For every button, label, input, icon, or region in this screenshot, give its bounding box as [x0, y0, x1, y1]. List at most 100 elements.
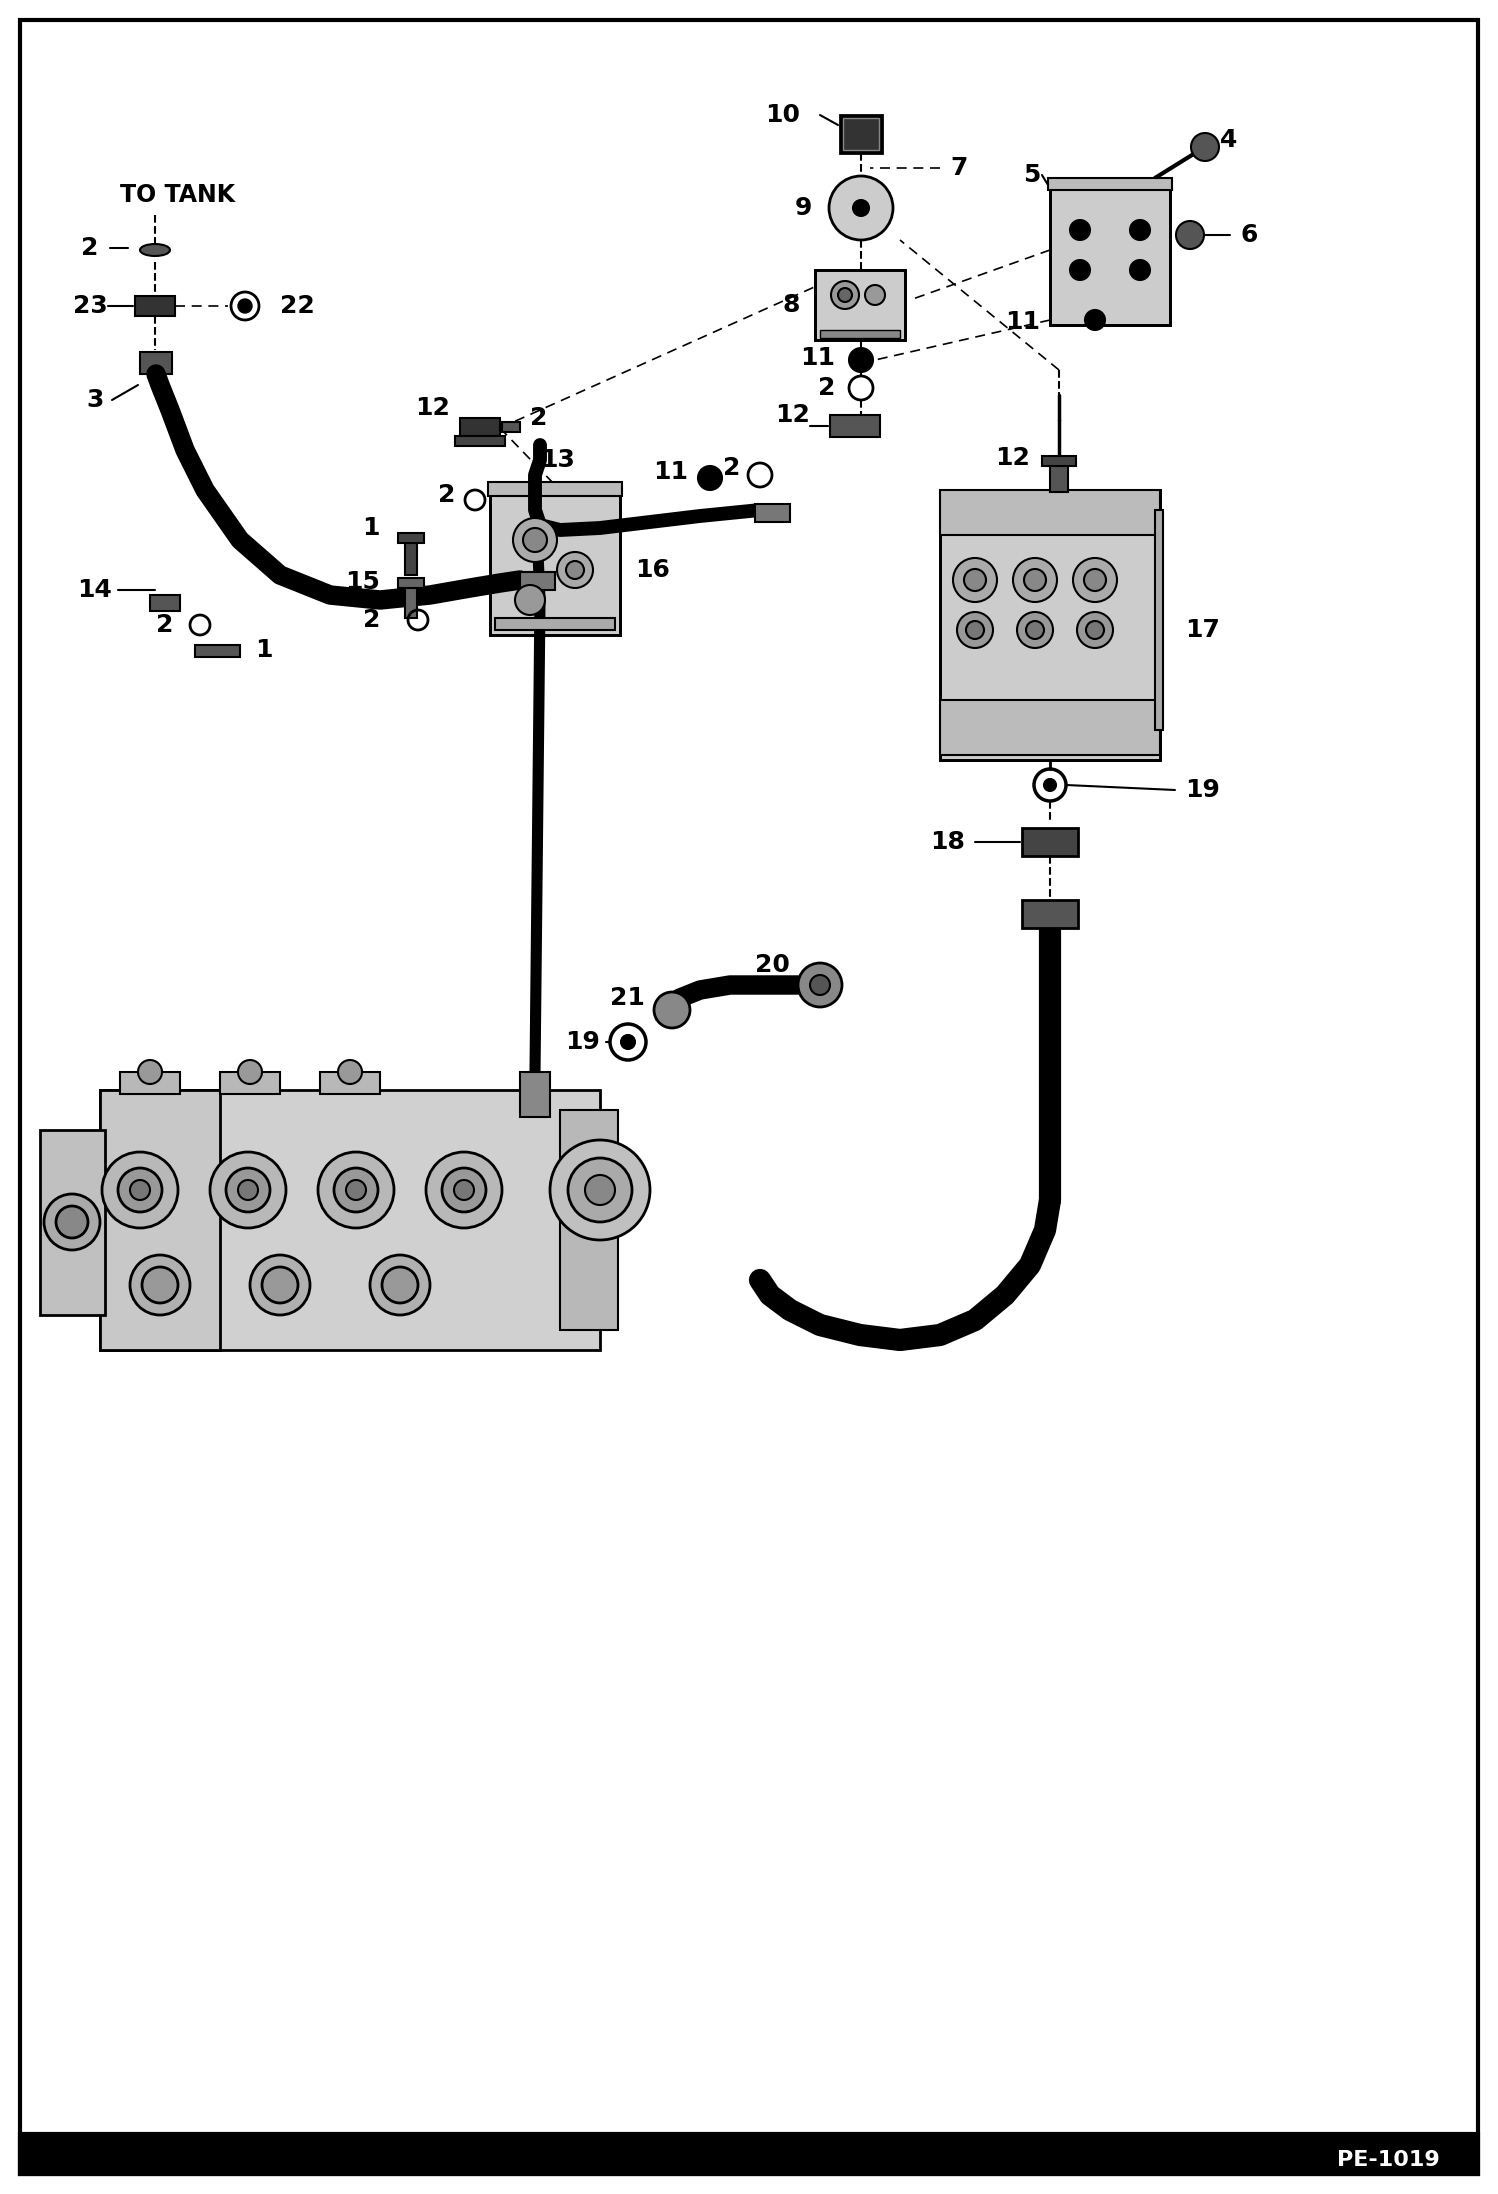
Text: 2: 2: [722, 456, 740, 480]
Circle shape: [568, 1158, 632, 1222]
Text: 12: 12: [774, 404, 810, 428]
Text: 4: 4: [1219, 127, 1237, 151]
Circle shape: [1013, 557, 1058, 601]
Circle shape: [442, 1167, 485, 1211]
Text: 2: 2: [156, 612, 174, 636]
Text: 6: 6: [1240, 224, 1257, 248]
Bar: [460, 419, 500, 437]
Circle shape: [346, 1180, 366, 1200]
Bar: [490, 489, 620, 634]
Circle shape: [238, 1060, 262, 1084]
Text: 2: 2: [818, 375, 834, 399]
Bar: [1022, 827, 1079, 856]
Text: TO TANK: TO TANK: [120, 182, 235, 206]
Text: 15: 15: [345, 570, 380, 595]
Text: 11: 11: [1005, 309, 1040, 333]
Circle shape: [226, 1167, 270, 1211]
Bar: [488, 483, 622, 496]
Circle shape: [425, 1152, 502, 1229]
Circle shape: [1086, 621, 1104, 638]
Bar: [815, 270, 905, 340]
Circle shape: [1070, 219, 1091, 239]
Bar: [1043, 456, 1076, 465]
Bar: [941, 489, 1159, 535]
Circle shape: [1191, 134, 1219, 160]
Bar: [941, 489, 1159, 759]
Bar: [520, 1073, 550, 1117]
Bar: [502, 421, 520, 432]
Circle shape: [1026, 621, 1044, 638]
Text: 12: 12: [415, 395, 449, 419]
Text: 13: 13: [539, 448, 575, 472]
Circle shape: [454, 1180, 473, 1200]
Bar: [843, 118, 879, 149]
Bar: [195, 645, 240, 656]
Bar: [819, 329, 900, 338]
Circle shape: [142, 1266, 178, 1303]
Circle shape: [238, 1180, 258, 1200]
Circle shape: [586, 1176, 616, 1205]
Bar: [120, 1073, 180, 1095]
Circle shape: [828, 176, 893, 239]
Circle shape: [550, 1141, 650, 1240]
Circle shape: [102, 1152, 178, 1229]
Circle shape: [334, 1167, 377, 1211]
Circle shape: [339, 1060, 363, 1084]
Circle shape: [262, 1266, 298, 1303]
Text: 17: 17: [1185, 619, 1219, 643]
Text: 7: 7: [950, 156, 968, 180]
Circle shape: [655, 992, 691, 1029]
Text: 22: 22: [280, 294, 315, 318]
Text: 16: 16: [635, 557, 670, 581]
Circle shape: [118, 1167, 162, 1211]
Bar: [150, 595, 180, 610]
Bar: [1022, 900, 1079, 928]
Circle shape: [515, 586, 545, 614]
Text: 2: 2: [363, 608, 380, 632]
Text: 19: 19: [565, 1029, 601, 1053]
Bar: [321, 1073, 380, 1095]
Circle shape: [566, 562, 584, 579]
Text: 8: 8: [782, 294, 800, 316]
Text: 20: 20: [755, 952, 789, 976]
Bar: [1050, 184, 1170, 325]
Circle shape: [810, 974, 830, 996]
Circle shape: [953, 557, 998, 601]
Circle shape: [370, 1255, 430, 1314]
Bar: [520, 573, 554, 590]
Circle shape: [130, 1255, 190, 1314]
Circle shape: [966, 621, 984, 638]
Circle shape: [1129, 261, 1150, 281]
Circle shape: [1129, 219, 1150, 239]
Text: 1: 1: [363, 516, 380, 540]
Bar: [40, 1130, 105, 1314]
Bar: [135, 296, 175, 316]
Circle shape: [864, 285, 885, 305]
Bar: [941, 700, 1159, 755]
Circle shape: [43, 1194, 100, 1251]
Circle shape: [957, 612, 993, 647]
Bar: [1155, 509, 1162, 731]
Bar: [220, 1073, 280, 1095]
Text: 2: 2: [530, 406, 547, 430]
Circle shape: [837, 287, 852, 303]
Bar: [19, 2135, 1479, 2174]
Text: 2: 2: [437, 483, 455, 507]
Bar: [139, 351, 172, 373]
Circle shape: [698, 465, 722, 489]
Text: 18: 18: [930, 829, 965, 853]
Circle shape: [1085, 309, 1106, 329]
Text: 1: 1: [255, 638, 273, 663]
Bar: [941, 489, 1159, 759]
Bar: [494, 619, 616, 630]
Bar: [398, 577, 424, 588]
Bar: [455, 437, 505, 445]
Circle shape: [1070, 261, 1091, 281]
Circle shape: [1017, 612, 1053, 647]
Circle shape: [130, 1180, 150, 1200]
Circle shape: [1077, 612, 1113, 647]
Circle shape: [382, 1266, 418, 1303]
Circle shape: [55, 1207, 88, 1237]
Circle shape: [831, 281, 858, 309]
Bar: [1049, 178, 1171, 191]
